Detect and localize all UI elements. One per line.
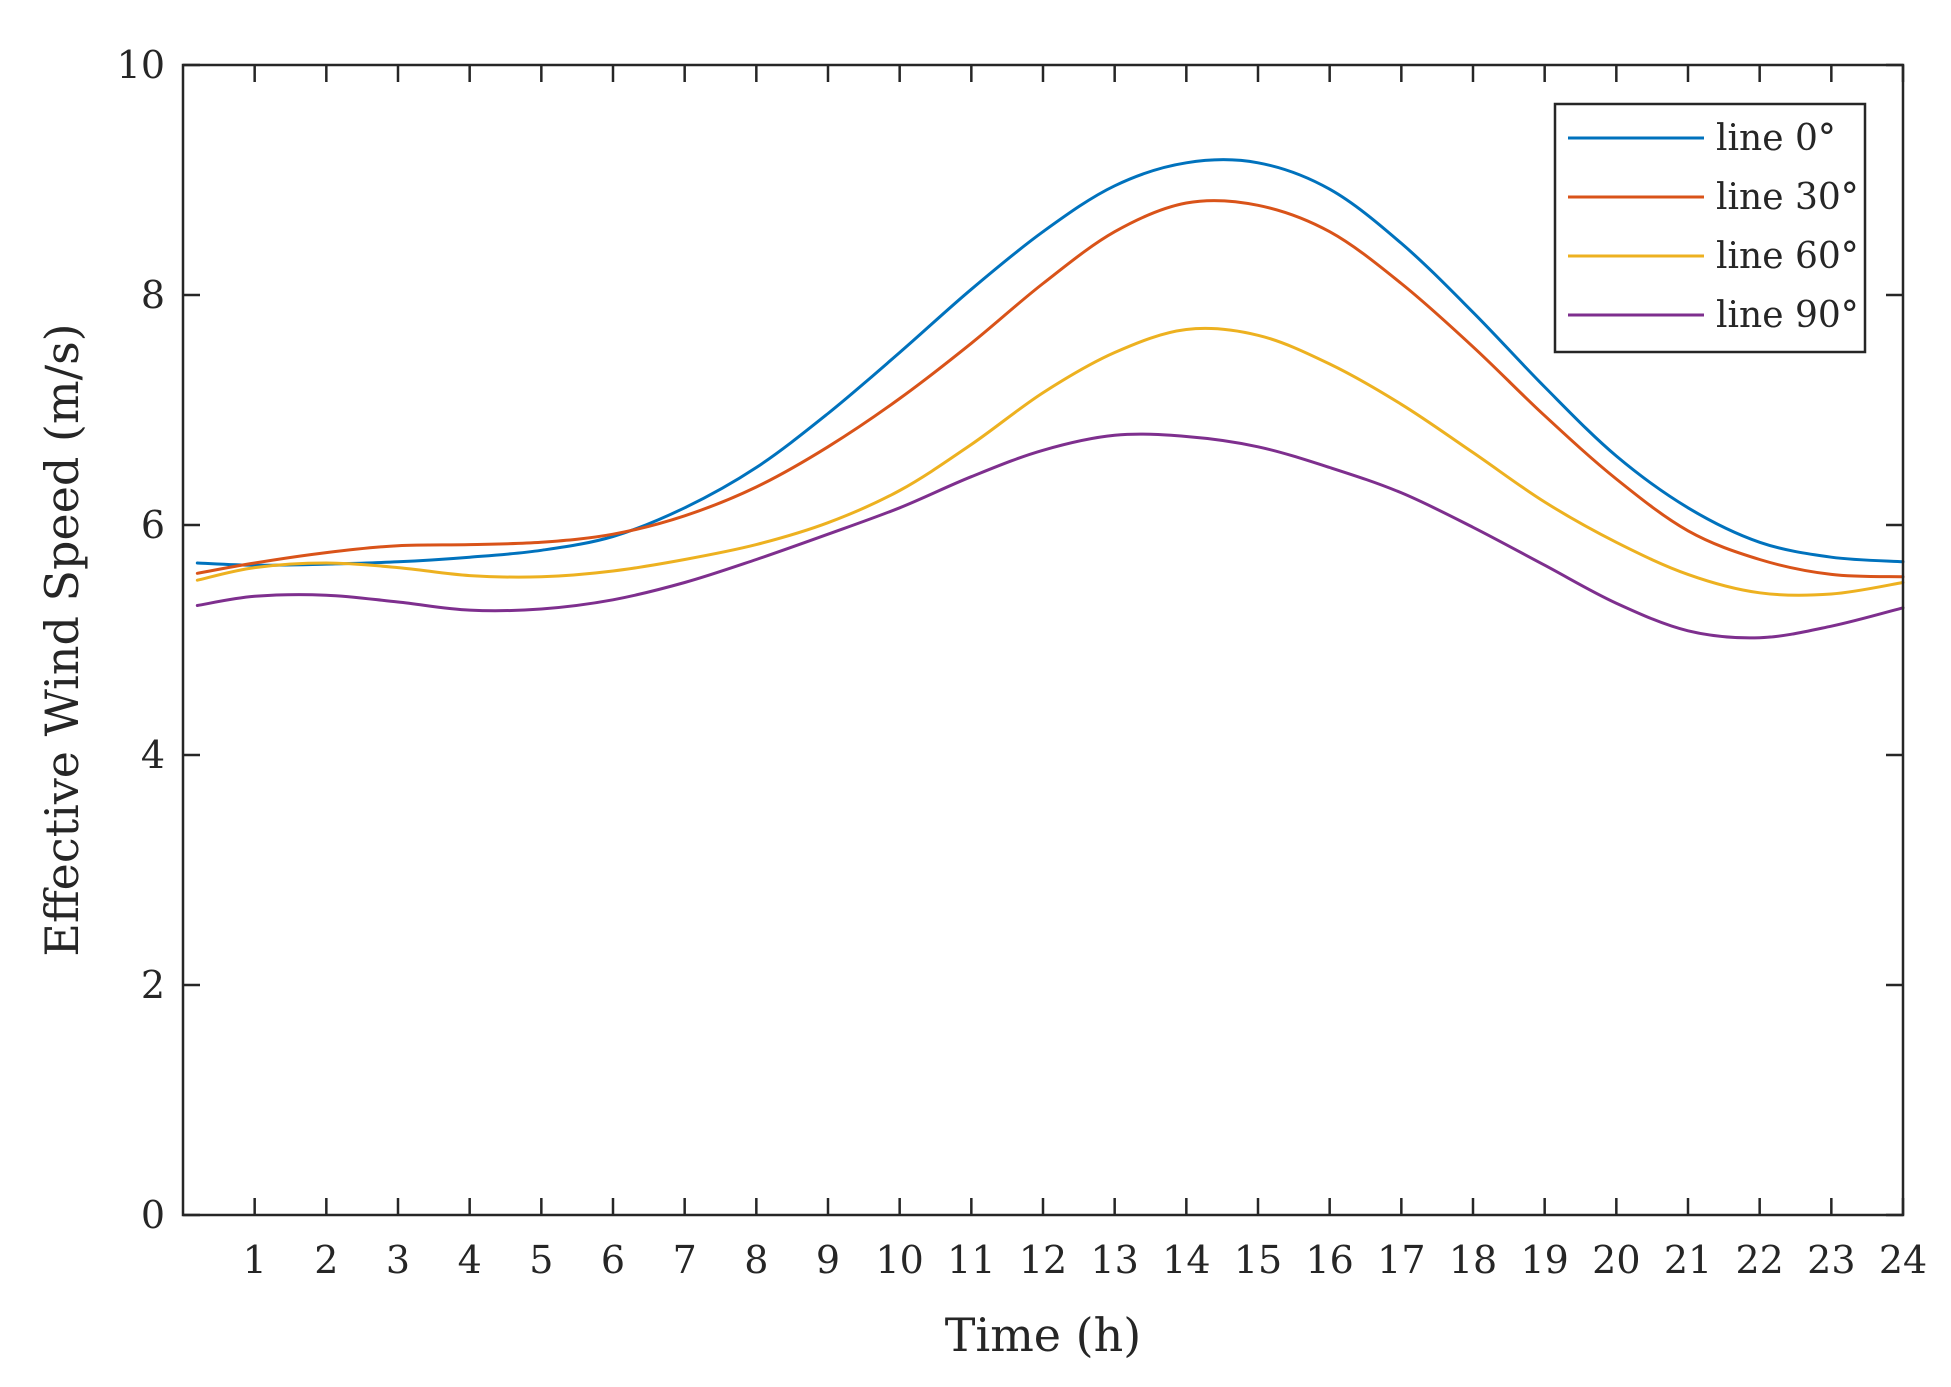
y-tick-label: 6 — [141, 503, 165, 547]
x-tick-label: 16 — [1305, 1238, 1353, 1282]
axes-box — [181, 63, 1905, 1217]
legend: line 0° line 30° line 60° line 90° — [1553, 102, 1867, 354]
x-tick-label: 14 — [1162, 1238, 1210, 1282]
x-tick-label: 11 — [947, 1238, 995, 1282]
x-tick-label: 3 — [386, 1238, 410, 1282]
y-tick-label: 8 — [141, 273, 165, 317]
x-tick-label: 15 — [1234, 1238, 1282, 1282]
y-axis-label: Effective Wind Speed (m/s) — [35, 323, 89, 956]
y-tick-label: 10 — [117, 43, 165, 87]
x-tick-label: 4 — [458, 1238, 482, 1282]
x-tick-label: 19 — [1520, 1238, 1568, 1282]
x-tick-label: 5 — [529, 1238, 553, 1282]
y-tick-label: 4 — [141, 733, 165, 777]
x-tick-label: 18 — [1449, 1238, 1497, 1282]
x-tick-label: 6 — [601, 1238, 625, 1282]
x-tick-label: 24 — [1879, 1238, 1927, 1282]
legend-label-0: line 0° — [1716, 118, 1836, 159]
legend-box — [1553, 102, 1867, 354]
x-tick-label: 2 — [314, 1238, 338, 1282]
x-tick-label: 12 — [1019, 1238, 1067, 1282]
ticks-layer — [183, 63, 1905, 1217]
x-tick-label: 13 — [1090, 1238, 1138, 1282]
x-tick-label: 9 — [816, 1238, 840, 1282]
legend-label-2: line 60° — [1716, 236, 1859, 277]
x-tick-label: 17 — [1377, 1238, 1425, 1282]
y-tick-label: 0 — [141, 1193, 165, 1237]
x-tick-label: 21 — [1664, 1238, 1712, 1282]
legend-label-3: line 90° — [1716, 295, 1859, 336]
legend-label-1: line 30° — [1716, 177, 1859, 218]
series-lines — [195, 158, 1905, 640]
x-tick-label: 1 — [243, 1238, 267, 1282]
x-tick-label: 23 — [1807, 1238, 1855, 1282]
series-line-0 — [195, 158, 1905, 567]
series-line-2 — [195, 326, 1905, 597]
x-tick-label: 7 — [673, 1238, 697, 1282]
x-tick-label: 22 — [1735, 1238, 1783, 1282]
x-axis-label: Time (h) — [945, 1308, 1141, 1362]
series-line-3 — [195, 432, 1905, 640]
x-tick-label: 10 — [875, 1238, 923, 1282]
x-tick-label: 8 — [744, 1238, 768, 1282]
series-line-1 — [195, 199, 1905, 579]
x-tick-label: 20 — [1592, 1238, 1640, 1282]
y-tick-label: 2 — [141, 963, 165, 1007]
tick-labels: 1 2 3 4 5 6 7 8 9 10 11 12 13 14 15 16 17 18 19 20 21 22 23 240… — [117, 43, 1928, 1282]
